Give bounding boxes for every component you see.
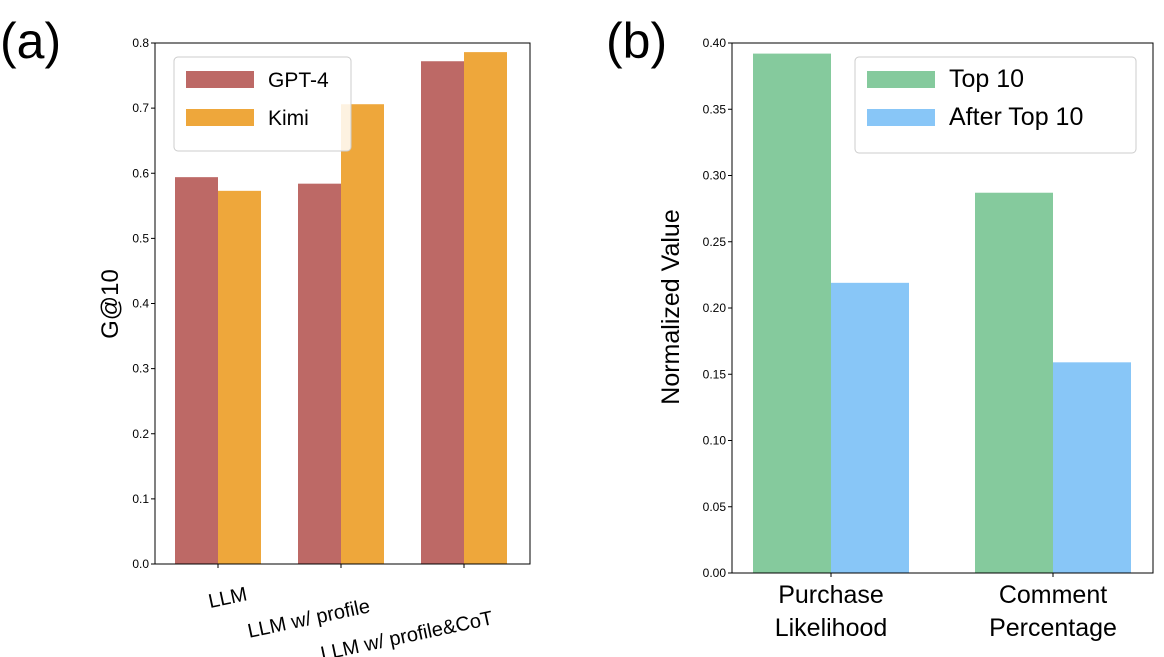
bar-a-gpt-4-1 [175, 177, 218, 564]
bar-b-top-10-2 [975, 192, 1053, 573]
ytick-label-b-8: 0.40 [703, 36, 727, 50]
panel-b-plot: 0.00 0.05 0.10 0.15 0.20 0.25 0.30 0.35 0.40 Purc… [703, 36, 1154, 642]
xtick-label-line-b-2-1: Comment [999, 581, 1107, 609]
bar-a-kimi-2 [341, 104, 384, 564]
ytick-label-a-8: 0.8 [132, 36, 149, 50]
legend-label-a-2: Kimi [268, 107, 309, 130]
ytick-label-b-1: 0.05 [703, 500, 727, 514]
panel-a-ylabel: G@10 [97, 269, 124, 339]
bar-a-kimi-1 [218, 190, 261, 565]
legend-swatch-a-2 [186, 109, 254, 126]
ytick-label-a-6: 0.6 [132, 166, 149, 180]
xtick-label-line-b-2-2: Percentage [989, 614, 1117, 642]
panel-b-ylabel: Normalized Value [657, 209, 685, 404]
xtick-label-line-b-1-1: Purchase [778, 581, 884, 609]
xtick-label-b-1: Purchase Likelihood [775, 581, 888, 642]
ytick-label-b-4: 0.20 [703, 301, 727, 315]
ytick-label-a-7: 0.7 [132, 101, 149, 115]
legend-swatch-a-1 [186, 71, 254, 88]
ytick-label-b-6: 0.30 [703, 169, 727, 183]
bar-b-top-10-1 [753, 53, 831, 574]
xtick-label-b-2: Comment Percentage [989, 581, 1117, 642]
bar-a-kimi-3 [464, 52, 507, 565]
ytick-label-b-7: 0.35 [703, 102, 727, 116]
bar-b-after-top-10-2 [1053, 362, 1131, 573]
ytick-label-b-0: 0.00 [703, 566, 727, 580]
ytick-label-a-3: 0.3 [132, 362, 149, 376]
xtick-label-line-b-1-2: Likelihood [775, 614, 888, 642]
bar-b-after-top-10-1 [831, 282, 909, 573]
legend-swatch-b-1 [867, 71, 935, 88]
ytick-label-b-3: 0.15 [703, 367, 727, 381]
bar-a-gpt-4-3 [421, 61, 464, 565]
legend-label-b-1: Top 10 [949, 65, 1024, 93]
legend-swatch-b-2 [867, 109, 935, 126]
ytick-label-a-2: 0.2 [132, 427, 149, 441]
ytick-label-a-1: 0.1 [132, 492, 149, 506]
ytick-label-a-5: 0.5 [132, 231, 149, 245]
ytick-label-b-2: 0.10 [703, 434, 727, 448]
xtick-label-a-1: LLM [206, 583, 249, 613]
panel-a-label: (a) [0, 13, 61, 69]
legend-label-b-2: After Top 10 [949, 103, 1083, 131]
legend-label-a-1: GPT-4 [268, 69, 329, 92]
ytick-label-a-4: 0.4 [132, 297, 149, 311]
panel-b-label: (b) [606, 13, 667, 69]
bar-a-gpt-4-2 [298, 183, 341, 565]
ytick-label-a-0: 0.0 [132, 557, 149, 571]
ytick-label-b-5: 0.25 [703, 235, 727, 249]
